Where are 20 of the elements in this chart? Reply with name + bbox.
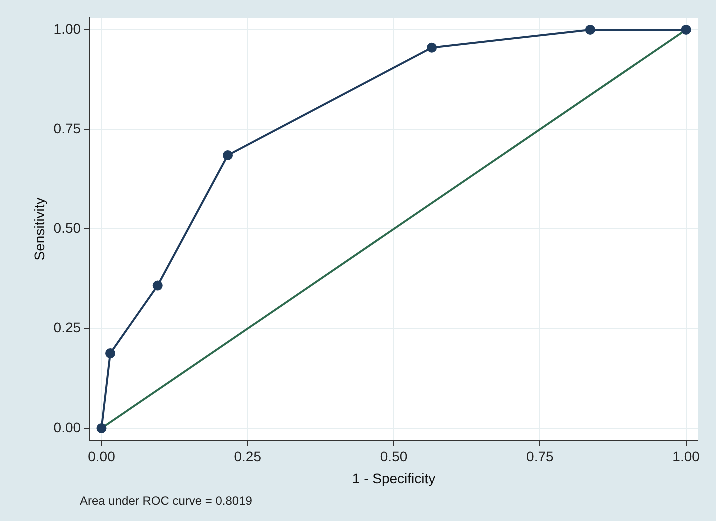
point xyxy=(96,423,107,434)
point xyxy=(681,24,692,35)
y-tick-label: 0.50 xyxy=(54,220,82,236)
y-tick-label: 0.00 xyxy=(54,419,82,436)
y-tick-label: 0.75 xyxy=(54,120,82,136)
y-tick-label: 0.25 xyxy=(54,320,82,336)
text: Area under ROC curve = 0.8019 xyxy=(80,494,252,508)
x-tick-label: 1.00 xyxy=(672,448,700,465)
x-tick-label: 0.25 xyxy=(234,448,262,465)
y-tick-label: 1.00 xyxy=(54,20,82,37)
point xyxy=(427,42,438,53)
x-tick-label: 0.50 xyxy=(380,448,408,465)
point xyxy=(223,150,234,160)
point xyxy=(585,24,596,35)
y-axis-title: Sensitivity xyxy=(31,198,48,261)
point xyxy=(106,348,116,359)
x-axis-title: 1 - Specificity xyxy=(352,470,436,486)
x-tick-label: 0.00 xyxy=(88,448,116,465)
x-tick-label: 0.75 xyxy=(526,448,554,465)
point xyxy=(152,280,163,291)
